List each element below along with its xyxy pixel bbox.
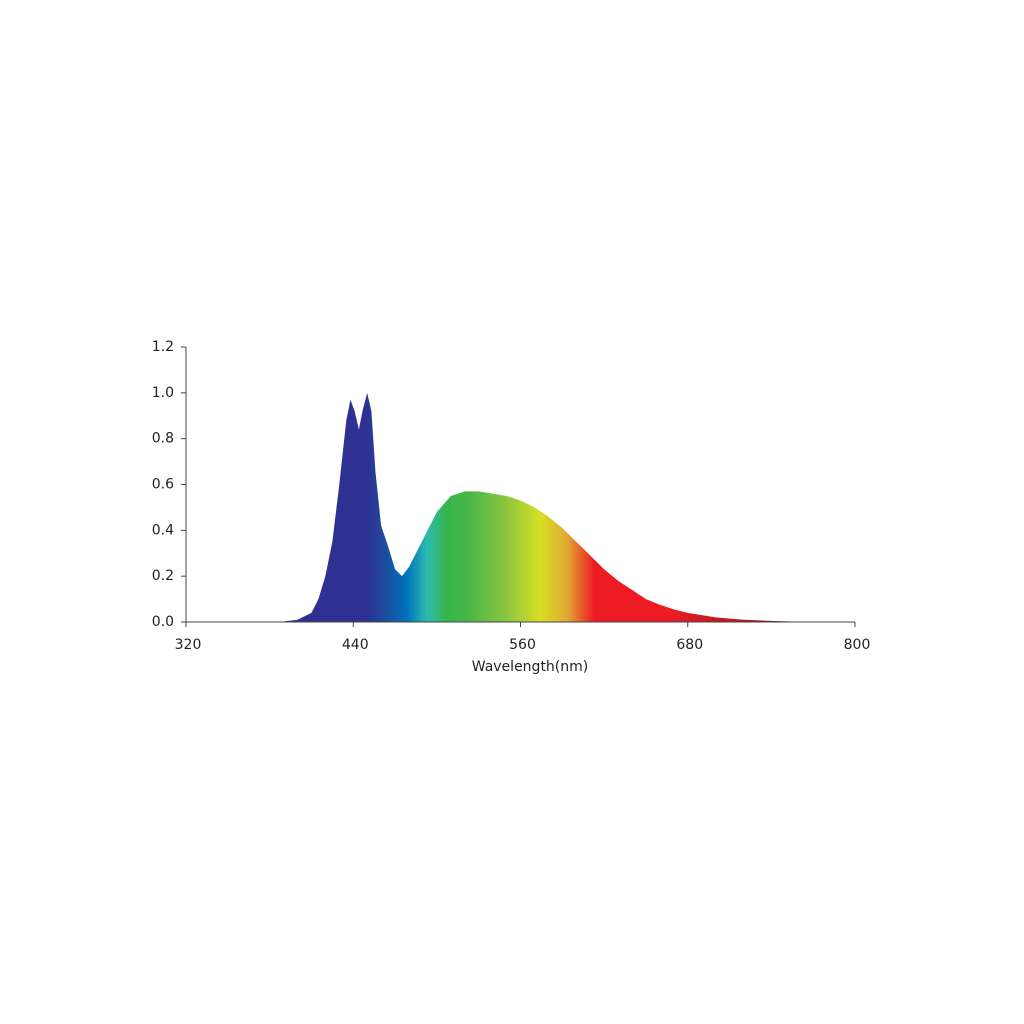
- y-tick-label: 1.2: [152, 339, 174, 355]
- x-tick-label: 440: [342, 637, 369, 653]
- plot-area: [269, 392, 828, 622]
- x-tick-label: 320: [175, 637, 202, 653]
- y-tick-label: 0.2: [152, 568, 174, 584]
- y-tick-label: 1.0: [152, 385, 174, 401]
- y-tick-label: 0.4: [152, 522, 174, 538]
- x-tick-label: 800: [844, 637, 871, 653]
- x-tick-label: 560: [509, 637, 536, 653]
- x-tick-label: 680: [676, 637, 703, 653]
- x-axis-label: Wavelength(nm): [472, 659, 588, 675]
- spectrum-area: [269, 392, 828, 622]
- y-tick-label: 0.8: [152, 431, 174, 447]
- y-tick-label: 0.6: [152, 477, 174, 493]
- y-tick-label: 0.0: [152, 614, 174, 630]
